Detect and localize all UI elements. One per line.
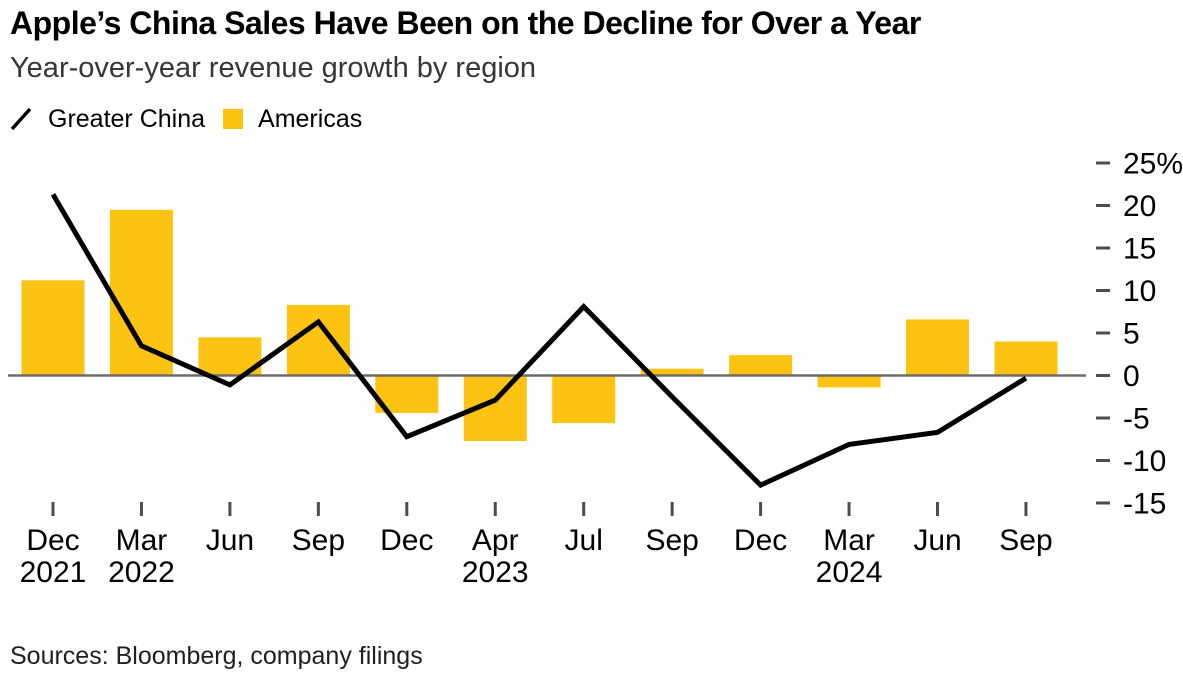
chart-title: Apple’s China Sales Have Been on the Dec… xyxy=(10,5,921,41)
bar-americas-mar-2024 xyxy=(817,375,881,388)
line-series-icon xyxy=(10,107,32,131)
y-axis-label: 5 xyxy=(1123,318,1140,351)
x-axis-month-label: Dec xyxy=(26,524,79,557)
x-axis-month-label: Dec xyxy=(380,524,433,557)
x-axis-year-label: 2023 xyxy=(462,556,529,589)
bar-americas-sep xyxy=(640,368,704,376)
y-axis-label: -5 xyxy=(1123,403,1150,436)
bar-americas-mar-2022 xyxy=(109,209,173,376)
legend: Greater China Americas xyxy=(10,103,362,135)
bar-americas-jul xyxy=(552,375,616,424)
legend-label-americas: Americas xyxy=(258,104,363,133)
line-greater-china xyxy=(50,193,1028,489)
y-axis-label: 20 xyxy=(1123,190,1156,223)
y-axis-label: -15 xyxy=(1123,488,1166,521)
x-axis-month-label: Jun xyxy=(206,524,254,557)
bar-americas-dec-2021 xyxy=(21,280,85,376)
y-axis-label: 10 xyxy=(1123,275,1156,308)
legend-item-americas: Americas xyxy=(223,105,362,134)
legend-label-greater-china: Greater China xyxy=(48,104,206,133)
bar-americas-sep xyxy=(286,304,350,376)
x-axis-month-label: Sep xyxy=(645,524,698,557)
x-axis-month-label: Apr xyxy=(472,524,519,557)
bar-series-swatch-icon xyxy=(223,109,244,129)
y-axis-label: 15 xyxy=(1123,233,1156,266)
x-axis-year-label: 2024 xyxy=(816,556,883,589)
source-note: Sources: Bloomberg, company filings xyxy=(10,642,423,670)
bar-americas-sep xyxy=(994,341,1058,376)
legend-item-greater-china: Greater China xyxy=(10,105,205,134)
bar-americas-jun xyxy=(906,319,969,376)
chart-subtitle: Year-over-year revenue growth by region xyxy=(10,52,537,84)
x-axis-month-label: Jul xyxy=(565,524,603,557)
y-axis-label: 0 xyxy=(1123,360,1140,393)
x-axis-month-label: Jun xyxy=(913,524,961,557)
x-axis-month-label: Mar xyxy=(823,524,875,557)
x-axis-year-label: 2022 xyxy=(108,556,175,589)
y-axis-label: -10 xyxy=(1123,445,1166,478)
y-axis-label: 25% xyxy=(1123,148,1183,181)
x-axis-month-label: Dec xyxy=(734,524,787,557)
x-axis-month-label: Mar xyxy=(116,524,168,557)
bar-americas-dec xyxy=(729,355,793,376)
x-axis-month-label: Sep xyxy=(292,524,345,557)
x-axis-year-label: 2021 xyxy=(20,556,87,589)
x-axis-month-label: Sep xyxy=(999,524,1052,557)
